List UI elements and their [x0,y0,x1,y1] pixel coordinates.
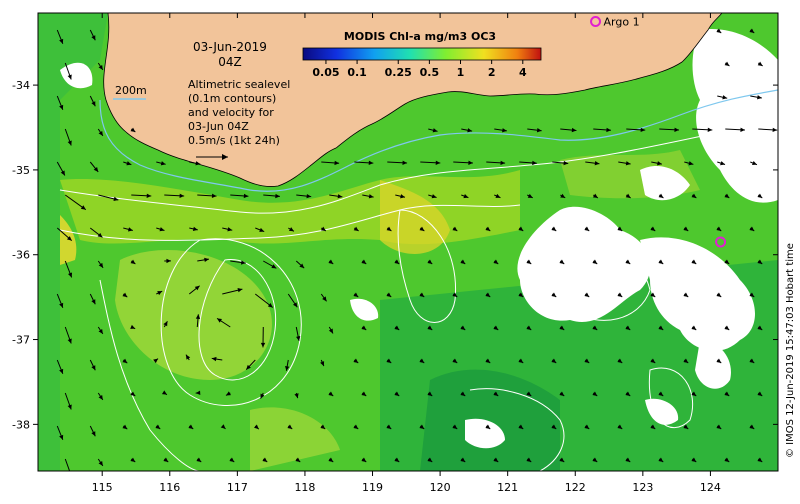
scale-label: 0.5m/s (1kt 24h) [188,134,280,147]
colorbar-tick-label: 0.5 [420,66,440,79]
isobath-legend-label: 200m [115,84,147,97]
colorbar-tick-label: 2 [488,66,496,79]
description-line-2: (0.1m contours) [188,92,276,105]
x-tick-label: 117 [227,481,248,494]
y-tick-label: -37 [12,334,30,347]
x-tick-label: 123 [632,481,653,494]
x-tick-label: 124 [700,481,721,494]
colorbar-tick-label: 0.05 [312,66,339,79]
x-tick-label: 116 [159,481,180,494]
date-label: 03-Jun-2019 [193,40,267,54]
y-tick-label: -34 [12,79,30,92]
x-tick-label: 115 [92,481,113,494]
colorbar-tick-label: 1 [457,66,465,79]
time-label: 04Z [218,55,242,69]
y-tick-label: -36 [12,249,30,262]
y-tick-label: -38 [12,418,30,431]
argo-float-label: Argo 1 [604,15,640,28]
x-tick-label: 118 [294,481,315,494]
description-line-1: Altimetric sealevel [188,78,290,91]
colorbar-tick-label: 0.25 [385,66,412,79]
map-plot-area [38,13,778,476]
x-tick-label: 120 [430,481,451,494]
y-tick-label: -35 [12,164,30,177]
colorbar-gradient [303,48,541,60]
description-line-3: and velocity for [188,106,274,119]
colorbar-tick-label: 4 [519,66,527,79]
colorbar-title: MODIS Chl-a mg/m3 OC3 [344,30,496,43]
colorbar-tick-label: 0.1 [347,66,367,79]
x-tick-label: 119 [362,481,383,494]
x-tick-label: 121 [497,481,518,494]
x-tick-label: 122 [565,481,586,494]
description-line-4: 03-Jun 04Z [188,120,249,133]
imos-credit: © IMOS 12-Jun-2019 15:47:03 Hobart time [785,243,796,458]
